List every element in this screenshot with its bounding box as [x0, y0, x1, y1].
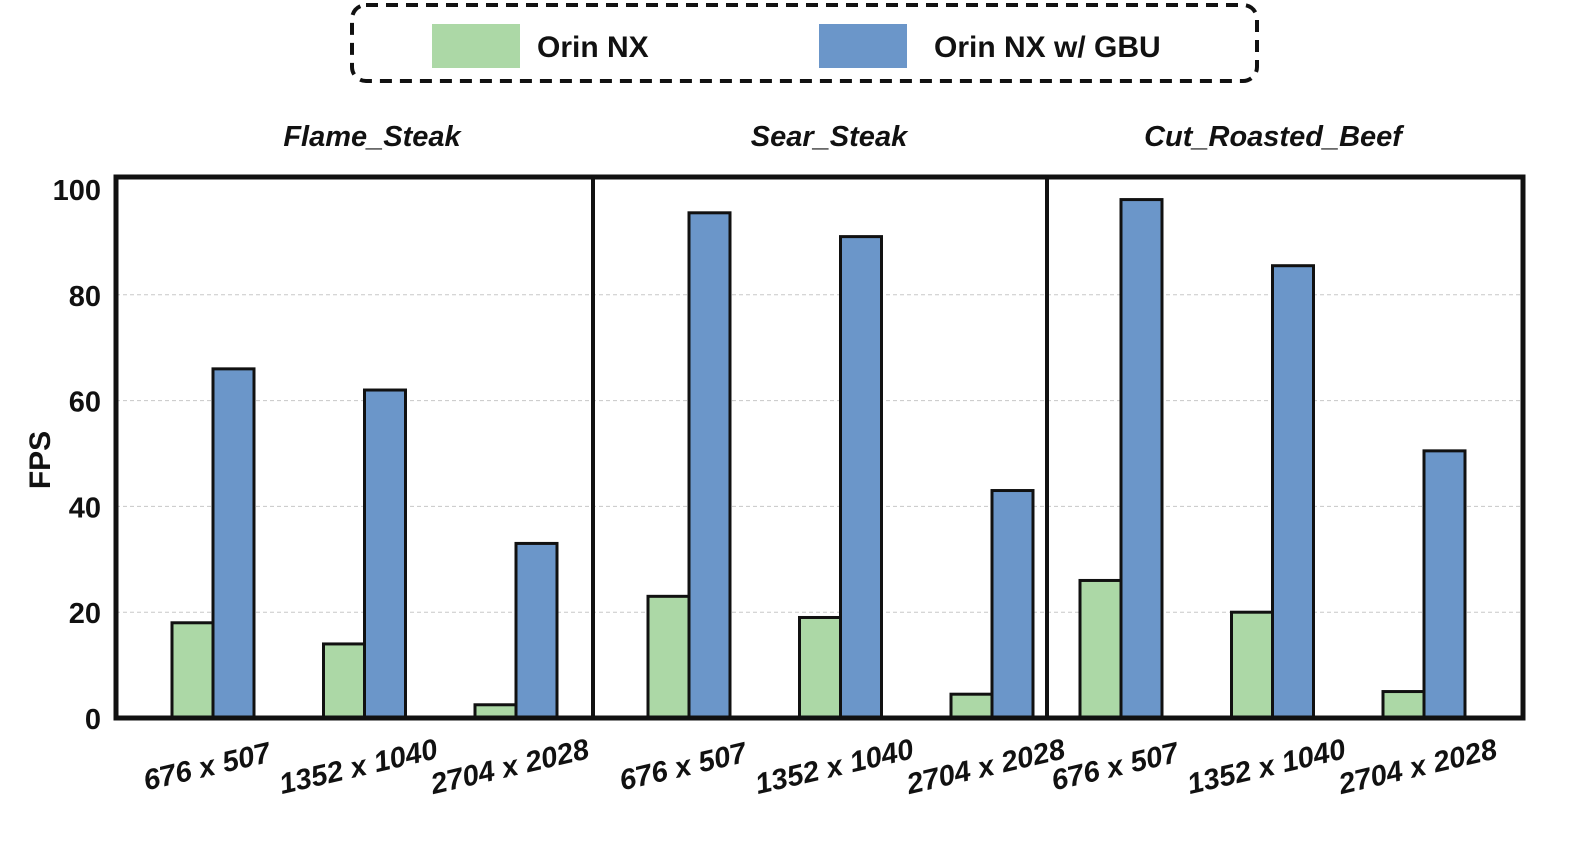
- bar-cut-roasted-beef-0-series-1: [1119, 198, 1164, 720]
- legend: Orin NX Orin NX w/ GBU: [350, 3, 1259, 83]
- bar-flame-steak-0-series-0: [170, 621, 215, 720]
- plot-frame: [113, 174, 1526, 721]
- bar-cut-roasted-beef-0-series-0: [1078, 578, 1123, 720]
- bar-sear-steak-0-series-0: [646, 594, 691, 720]
- legend-swatch-orin-nx-gbu: [819, 24, 907, 68]
- y-tick-labels: 0 20 40 60 80 100: [53, 175, 101, 736]
- x-tick-sear-steak-1: 1352 x 1040: [752, 734, 916, 801]
- bar-sear-steak-1-series-1: [839, 235, 883, 720]
- legend-frame: [350, 3, 1259, 83]
- y-tick-20: 20: [69, 598, 101, 630]
- bar-flame-steak-2-series-1: [514, 541, 559, 720]
- x-tick-flame-steak-1: 1352 x 1040: [276, 734, 440, 801]
- x-tick-cut-roasted-beef-0: 676 x 507: [1049, 737, 1184, 798]
- bar-flame-steak-0-series-1: [211, 367, 256, 720]
- bar-sear-steak-1-series-0: [798, 615, 842, 720]
- x-tick-cut-roasted-beef-2: 2704 x 2028: [1335, 733, 1501, 801]
- bars: [170, 198, 1467, 720]
- y-tick-60: 60: [69, 387, 101, 419]
- legend-swatch-orin-nx: [432, 24, 520, 68]
- bar-sear-steak-2-series-1: [990, 489, 1035, 720]
- bar-sear-steak-0-series-1: [687, 211, 732, 720]
- panel-title-flame-steak: Flame_Steak: [283, 121, 462, 153]
- bar-cut-roasted-beef-1-series-0: [1230, 610, 1274, 720]
- x-tick-sear-steak-0: 676 x 507: [617, 737, 752, 798]
- x-tick-cut-roasted-beef-1: 1352 x 1040: [1184, 734, 1348, 801]
- x-tick-flame-steak-0: 676 x 507: [141, 737, 276, 798]
- bar-flame-steak-1-series-1: [363, 388, 407, 720]
- y-tick-0: 0: [85, 704, 101, 736]
- panel-title-cut-roasted-beef: Cut_Roasted_Beef: [1144, 121, 1405, 153]
- legend-label-orin-nx-gbu: Orin NX w/ GBU: [934, 31, 1161, 64]
- bar-cut-roasted-beef-2-series-1: [1422, 449, 1467, 720]
- y-axis-label: FPS: [24, 431, 57, 489]
- x-tick-sear-steak-2: 2704 x 2028: [903, 733, 1069, 801]
- legend-label-orin-nx: Orin NX: [537, 31, 649, 64]
- bar-cut-roasted-beef-1-series-1: [1271, 264, 1315, 720]
- x-tick-flame-steak-2: 2704 x 2028: [427, 733, 593, 801]
- panel-title-sear-steak: Sear_Steak: [751, 121, 909, 153]
- bar-sear-steak-2-series-0: [949, 692, 994, 720]
- bar-flame-steak-1-series-0: [322, 642, 366, 720]
- y-tick-80: 80: [69, 281, 101, 313]
- y-tick-100: 100: [53, 175, 101, 207]
- bar-cut-roasted-beef-2-series-0: [1381, 690, 1426, 720]
- y-tick-40: 40: [69, 492, 101, 524]
